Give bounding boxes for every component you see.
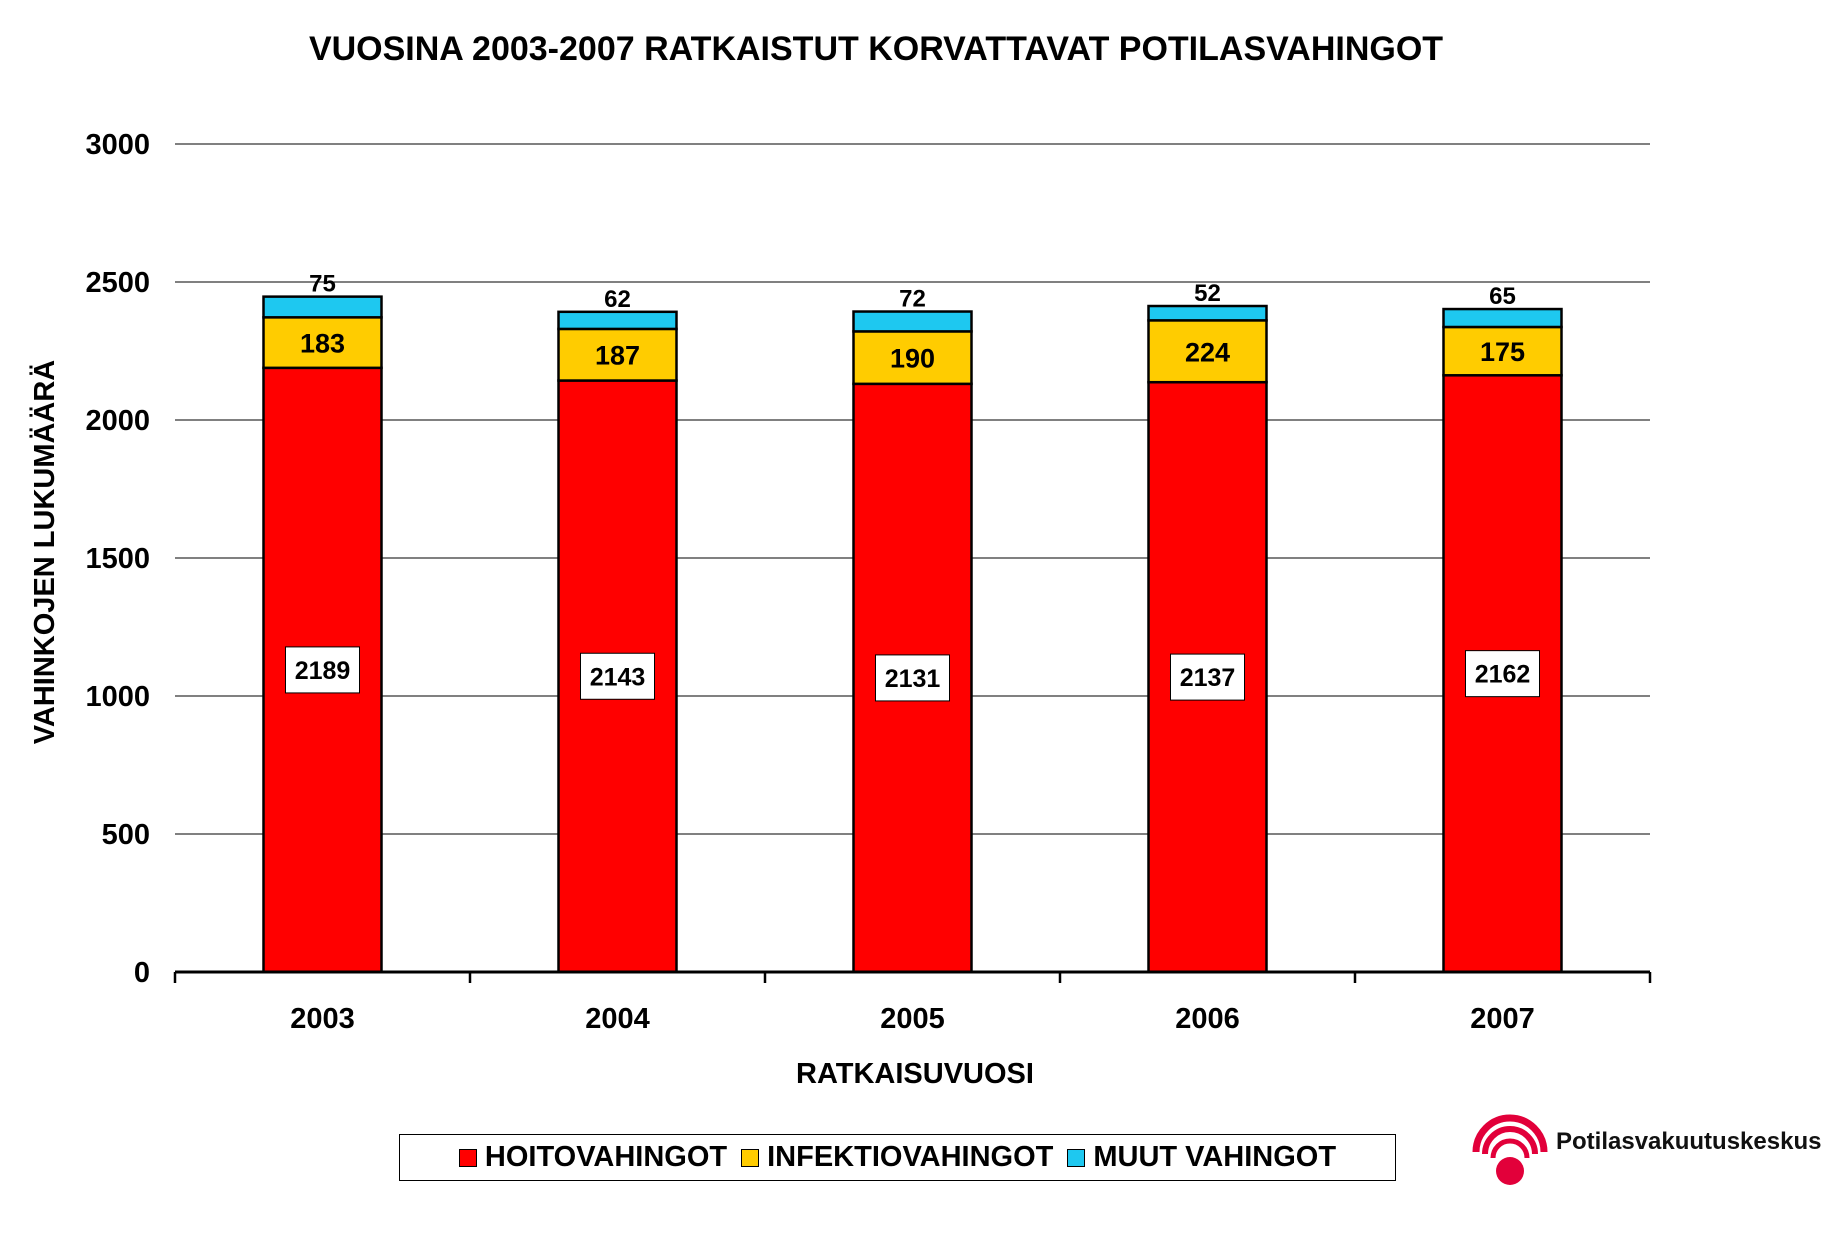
data-label: 183 — [300, 329, 345, 359]
y-tick-label: 2000 — [85, 405, 150, 437]
y-tick-label: 0 — [134, 957, 150, 989]
axes — [173, 970, 1652, 983]
logo-arcs-icon — [1472, 1114, 1548, 1185]
legend-swatch-infektiovahingot — [741, 1148, 760, 1167]
bar-segment — [1147, 304, 1268, 322]
data-label: 2162 — [1475, 661, 1531, 689]
x-tick-label: 2006 — [1175, 1003, 1240, 1035]
data-label-box — [875, 654, 950, 702]
data-label-box — [1465, 650, 1540, 698]
data-label: 2137 — [1180, 664, 1236, 692]
y-tick-label: 500 — [102, 819, 150, 851]
legend-item-muut-vahingot: MUUT VAHINGOT — [1067, 1141, 1336, 1174]
bar-segment — [262, 295, 383, 319]
potilasvakuutuskeskus-logo: Potilasvakuutuskeskus — [1470, 1108, 1821, 1188]
data-label: 190 — [890, 344, 935, 374]
data-label: 62 — [604, 286, 631, 313]
legend: HOITOVAHINGOT INFEKTIOVAHINGOT MUUT VAHI… — [399, 1134, 1396, 1181]
x-tick-label: 2003 — [290, 1003, 355, 1035]
bar-segment — [1442, 325, 1563, 377]
x-tick-labels: 2003 2004 2005 2006 2007 — [290, 1003, 1535, 1035]
data-label-box — [285, 646, 360, 694]
data-label: 2189 — [295, 657, 351, 685]
data-label: 52 — [1194, 280, 1221, 307]
chart-title: VUOSINA 2003-2007 RATKAISTUT KORVATTAVAT… — [309, 30, 1443, 68]
bar-segment — [557, 310, 678, 331]
x-axis-label: RATKAISUVUOSI — [796, 1058, 1034, 1090]
data-label-box — [1170, 653, 1245, 701]
y-tick-label: 1000 — [85, 681, 150, 713]
bar-segment — [262, 316, 383, 370]
bar-segment — [852, 310, 973, 333]
x-tick-label: 2004 — [585, 1003, 650, 1035]
x-tick-label: 2005 — [880, 1003, 945, 1035]
bar-segment — [557, 327, 678, 382]
y-tick-label: 2500 — [85, 267, 150, 299]
y-tick-labels: 0 500 1000 1500 2000 2500 3000 — [85, 129, 150, 989]
legend-label-infektiovahingot: INFEKTIOVAHINGOT — [767, 1141, 1054, 1173]
bars: 2189 183 75 2143 187 62 2131 190 72 2137 224 52 2162… — [262, 271, 1563, 974]
data-label: 72 — [899, 286, 926, 313]
data-label: 224 — [1185, 337, 1230, 367]
bar-segment — [1442, 307, 1563, 329]
logo-text: Potilasvakuutuskeskus — [1556, 1128, 1822, 1155]
legend-label-muut-vahingot: MUUT VAHINGOT — [1093, 1141, 1337, 1173]
data-label: 2143 — [590, 663, 646, 691]
data-label: 187 — [595, 341, 640, 371]
data-label: 175 — [1480, 337, 1525, 367]
data-label: 2131 — [885, 665, 941, 693]
data-label: 75 — [309, 271, 336, 298]
y-tick-label: 3000 — [85, 129, 150, 161]
legend-swatch-muut-vahingot — [1067, 1148, 1086, 1167]
legend-item-infektiovahingot: INFEKTIOVAHINGOT — [741, 1141, 1053, 1174]
x-tick-label: 2007 — [1470, 1003, 1535, 1035]
legend-item-hoitovahingot: HOITOVAHINGOT — [458, 1141, 728, 1174]
data-label: 65 — [1489, 283, 1516, 310]
legend-label-hoitovahingot: HOITOVAHINGOT — [484, 1141, 728, 1173]
y-tick-label: 1500 — [85, 543, 150, 575]
legend-swatch-hoitovahingot — [458, 1148, 477, 1167]
y-axis-label: VAHINKOJEN LUKUMÄÄRÄ — [28, 360, 61, 745]
data-label-box — [580, 652, 655, 700]
